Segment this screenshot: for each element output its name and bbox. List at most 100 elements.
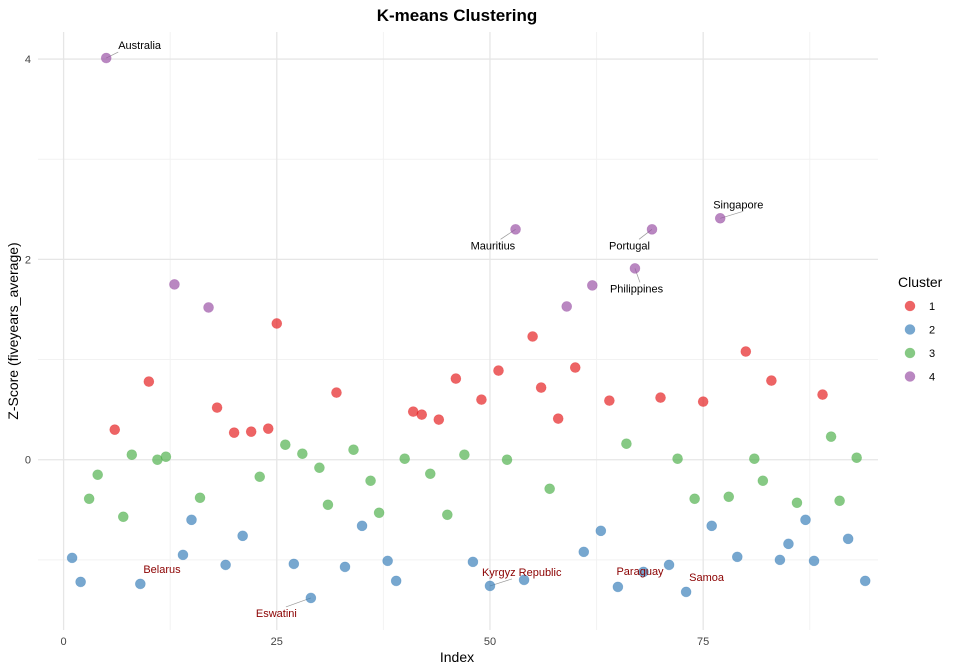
annotation-label: Samoa bbox=[689, 572, 725, 584]
data-point bbox=[740, 346, 752, 357]
data-point bbox=[723, 491, 735, 503]
data-point bbox=[390, 575, 402, 587]
data-point bbox=[126, 449, 138, 461]
data-point bbox=[749, 453, 760, 465]
data-point bbox=[510, 224, 521, 235]
data-point bbox=[109, 424, 121, 435]
y-tick-label: 0 bbox=[25, 455, 31, 467]
data-point bbox=[399, 453, 411, 465]
annotation-label: Singapore bbox=[713, 199, 763, 211]
data-point bbox=[160, 451, 172, 463]
data-point bbox=[373, 507, 385, 519]
data-point bbox=[177, 549, 189, 561]
data-point bbox=[331, 387, 342, 398]
annotation-leaders bbox=[106, 51, 744, 608]
data-point bbox=[424, 468, 436, 480]
y-axis-ticks: 0 2 4 bbox=[25, 54, 31, 467]
data-point bbox=[262, 423, 274, 434]
annotation-label: Australia bbox=[118, 40, 162, 52]
data-point bbox=[203, 302, 214, 313]
data-point bbox=[518, 574, 530, 586]
y-axis-title: Z-Score (fiveyears_average) bbox=[5, 242, 21, 419]
data-point bbox=[194, 492, 206, 504]
data-point bbox=[672, 453, 683, 465]
data-point bbox=[348, 444, 359, 455]
data-point bbox=[92, 469, 103, 481]
annotation-label: Portugal bbox=[609, 240, 650, 252]
legend-label: 1 bbox=[929, 301, 935, 313]
legend-key bbox=[904, 347, 916, 359]
data-point bbox=[305, 592, 317, 604]
x-axis-ticks: 0 25 50 75 bbox=[61, 636, 710, 648]
annotation-label: Mauritius bbox=[471, 240, 516, 252]
data-point bbox=[842, 533, 854, 545]
y-tick-label: 4 bbox=[25, 54, 31, 66]
data-point bbox=[535, 382, 547, 393]
data-point bbox=[83, 493, 95, 505]
data-points bbox=[66, 52, 871, 604]
legend-key bbox=[904, 371, 916, 382]
data-point bbox=[612, 581, 624, 593]
data-point bbox=[433, 414, 445, 425]
data-point bbox=[169, 279, 180, 290]
data-point bbox=[450, 373, 462, 384]
data-point bbox=[365, 475, 376, 487]
data-point bbox=[186, 514, 197, 526]
data-point bbox=[859, 575, 871, 587]
data-point bbox=[297, 448, 308, 460]
data-point bbox=[220, 559, 231, 571]
data-point bbox=[467, 556, 479, 568]
data-point bbox=[817, 389, 828, 400]
data-point bbox=[527, 331, 538, 342]
data-point bbox=[552, 413, 564, 424]
data-point bbox=[731, 551, 743, 563]
data-point bbox=[655, 392, 666, 403]
legend: Cluster 1 2 3 4 bbox=[898, 274, 943, 384]
data-point bbox=[271, 318, 283, 329]
data-point bbox=[791, 497, 803, 509]
data-point bbox=[569, 362, 581, 373]
data-point bbox=[706, 520, 718, 532]
data-point bbox=[237, 530, 248, 542]
data-point bbox=[680, 586, 692, 598]
data-point bbox=[476, 394, 487, 405]
data-point bbox=[561, 301, 573, 312]
data-point bbox=[135, 578, 146, 590]
data-point bbox=[356, 520, 368, 532]
data-point bbox=[714, 213, 726, 224]
data-point bbox=[578, 546, 590, 558]
data-point bbox=[766, 375, 777, 386]
data-point bbox=[442, 509, 453, 521]
data-point bbox=[314, 462, 325, 474]
data-point bbox=[245, 426, 257, 437]
data-point bbox=[834, 495, 845, 507]
data-point bbox=[697, 396, 709, 407]
x-tick-label: 0 bbox=[61, 636, 67, 648]
data-point bbox=[757, 475, 769, 487]
annotation-label: Kyrgyz Republic bbox=[482, 567, 562, 579]
y-tick-label: 2 bbox=[25, 254, 31, 266]
data-point bbox=[629, 263, 641, 274]
legend-key bbox=[904, 300, 916, 312]
x-axis-title: Index bbox=[440, 649, 474, 665]
data-point bbox=[322, 499, 334, 511]
data-point bbox=[587, 280, 598, 291]
data-point bbox=[143, 376, 155, 387]
data-point bbox=[604, 395, 615, 406]
annotation-label: Philippines bbox=[610, 283, 664, 295]
legend-label: 3 bbox=[929, 348, 935, 360]
data-point bbox=[825, 431, 837, 442]
data-point bbox=[689, 493, 700, 505]
data-point bbox=[501, 454, 513, 466]
data-point bbox=[459, 449, 470, 461]
data-point bbox=[339, 561, 351, 573]
data-point bbox=[254, 471, 266, 483]
data-point bbox=[493, 365, 504, 376]
chart-title: K-means Clustering bbox=[377, 6, 538, 25]
data-point bbox=[783, 538, 794, 550]
data-point bbox=[382, 555, 393, 567]
x-tick-label: 25 bbox=[271, 636, 283, 648]
data-point bbox=[117, 511, 129, 523]
data-point bbox=[808, 555, 820, 567]
